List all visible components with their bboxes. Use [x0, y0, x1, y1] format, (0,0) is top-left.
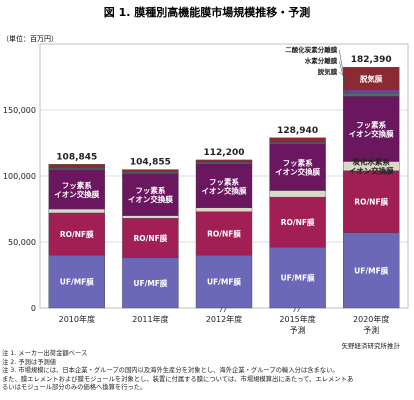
footnote-1: 注 1. メーカー出荷金額ベース — [2, 350, 88, 357]
bar-segment — [48, 208, 105, 214]
segment-label: RO/NF膜 — [281, 217, 315, 227]
segment-label: フッ素系 — [283, 158, 313, 168]
bar-segment — [269, 196, 326, 248]
bar-segment — [343, 89, 400, 94]
segment-label: UF/MF膜 — [354, 265, 389, 275]
x-category-sublabel: 予測 — [290, 325, 306, 335]
total-label: 108,845 — [56, 152, 97, 162]
bar-segment — [122, 257, 179, 309]
bar-segment — [48, 254, 105, 309]
total-label: 112,200 — [204, 148, 245, 158]
bar-segment — [122, 218, 179, 259]
segment-label: フッ素系 — [135, 185, 165, 195]
bar-segment — [343, 92, 400, 97]
bar-segment — [343, 67, 400, 90]
bar-segment — [343, 170, 400, 233]
segment-label: RO/NF膜 — [354, 197, 388, 207]
segment-label: フッ素系 — [209, 176, 239, 186]
segment-label: 炭化水素系 — [352, 157, 390, 167]
bar-segment — [122, 215, 179, 219]
segment-label: イオン交換膜 — [54, 189, 99, 199]
y-tick-label: 0 — [31, 304, 36, 313]
segment-label: フッ素系 — [62, 180, 92, 190]
footnote-2: 注 2. 予測は予測値 — [2, 358, 57, 366]
bar-segment — [269, 190, 326, 198]
segment-label: UF/MF膜 — [281, 273, 316, 283]
callout-line — [338, 60, 348, 92]
bar-segment — [195, 207, 253, 212]
x-category-label: 2011年度 — [132, 314, 168, 324]
bar-segment — [343, 232, 400, 309]
x-category-label: 2010年度 — [59, 314, 95, 324]
segment-label: フッ素系 — [356, 119, 386, 129]
bar-segment — [195, 163, 253, 208]
x-category-label: 2012年度 — [206, 314, 242, 324]
segment-label: イオン交換膜 — [275, 167, 320, 177]
segment-label: 脱気膜 — [360, 73, 383, 83]
total-label: 104,855 — [130, 158, 171, 168]
bar-segment — [122, 173, 179, 216]
callout-line — [339, 71, 348, 79]
unit-label: （単位：百万円） — [2, 34, 58, 43]
bar-segment — [269, 137, 326, 142]
y-tick-label: 50,000 — [8, 238, 36, 247]
total-label: 128,940 — [277, 126, 318, 136]
segment-label: イオン交換膜 — [128, 194, 173, 204]
footnote-3: 注 3. 市場規模には、日本企業・グループの国内以及海外生産分を対象とし、海外企… — [2, 367, 339, 375]
legend-callout: 水素分離膜 — [305, 56, 338, 65]
x-category-sublabel: 予測 — [363, 325, 379, 335]
bars — [48, 67, 400, 309]
bar-segment — [48, 212, 105, 256]
x-category-label: 2020年度 — [353, 314, 389, 324]
total-label: 182,390 — [351, 55, 392, 65]
segment-label: RO/NF膜 — [60, 229, 94, 239]
segment-label: イオン交換膜 — [349, 166, 394, 176]
x-category-label: 2015年度 — [279, 314, 315, 324]
legend-callout: 二酸化炭素分離膜 — [285, 45, 338, 54]
segment-label: イオン交換膜 — [349, 128, 394, 138]
source-note: 矢野経済研究所推計 — [341, 342, 401, 350]
bar-segment — [48, 164, 105, 168]
segment-label: UF/MF膜 — [133, 278, 168, 288]
segment-label: RO/NF膜 — [134, 233, 168, 243]
bar-segment — [195, 211, 253, 256]
footnote-3-cont: また、膜エレメントおよび膜モジュールを対象とし、装置に付属する膜については、市場… — [2, 375, 354, 383]
segment-label: UF/MF膜 — [60, 277, 95, 287]
labels: 050,000100,000150,000UF/MF膜RO/NF膜フッ素系イオン… — [3, 45, 394, 335]
legend-callout: 脱気膜 — [318, 67, 338, 76]
y-tick-label: 100,000 — [3, 172, 36, 181]
bar-segment — [195, 254, 253, 309]
chart-title: 図 1. 膜種別高機能膜市場規模推移・予測 — [104, 5, 311, 19]
bar-segment — [195, 159, 253, 163]
segment-label: イオン交換膜 — [202, 185, 247, 195]
footnote-3-cont2: るいはモジュール部分のみの価格へ換算を行った。 — [2, 384, 147, 392]
bar-segment — [122, 169, 179, 172]
segment-label: RO/NF膜 — [207, 228, 241, 238]
segment-label: UF/MF膜 — [207, 277, 242, 287]
y-tick-label: 150,000 — [3, 106, 36, 115]
footnotes: 注 1. メーカー出荷金額ベース 注 2. 予測は予測値 注 3. 市場規模には… — [2, 350, 412, 393]
bar-segment — [269, 247, 326, 309]
